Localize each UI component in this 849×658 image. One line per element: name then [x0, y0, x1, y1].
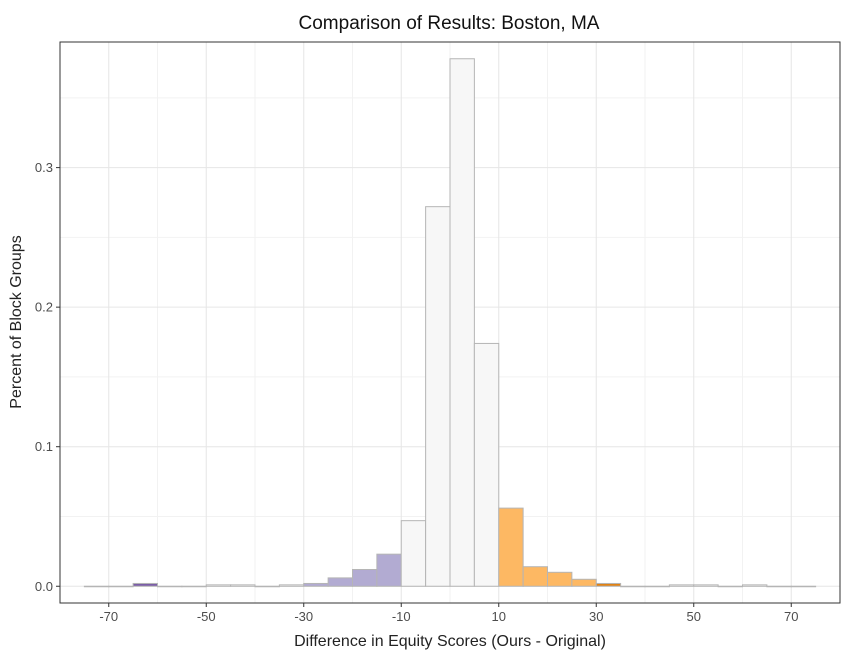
histogram-bar — [547, 571, 573, 587]
x-tick-label: 70 — [784, 609, 798, 624]
y-axis: 0.0 0.1 0.2 0.3 — [35, 160, 60, 594]
histogram-bar — [278, 584, 305, 587]
gridlines — [60, 42, 840, 603]
histogram-bar — [108, 585, 134, 588]
x-tick-label: 30 — [589, 609, 603, 624]
histogram-bar — [157, 585, 183, 588]
y-tick-label: 0.3 — [35, 160, 53, 175]
x-tick-label: 10 — [492, 609, 506, 624]
plot-panel-border — [59, 41, 841, 604]
histogram-bar — [766, 585, 792, 588]
histogram-bar — [571, 578, 597, 587]
x-axis: -70 -50 -30 -10 10 30 50 70 — [99, 603, 798, 624]
histogram-bar — [742, 584, 768, 587]
x-tick-label: -10 — [392, 609, 411, 624]
bars — [83, 58, 817, 588]
x-tick-label: -30 — [294, 609, 313, 624]
y-tick-label: 0.2 — [35, 300, 53, 315]
histogram-bar — [522, 566, 548, 587]
histogram-bar — [790, 585, 817, 588]
x-tick-label: -70 — [99, 609, 118, 624]
histogram-bar — [376, 553, 402, 587]
histogram-bar — [132, 582, 158, 587]
x-tick-label: 50 — [687, 609, 701, 624]
histogram-bar — [717, 585, 743, 588]
histogram-bar — [644, 585, 670, 588]
x-axis-title: Difference in Equity Scores (Ours - Orig… — [294, 633, 606, 650]
histogram-bar — [595, 582, 622, 587]
histogram-bar — [181, 585, 207, 588]
histogram-bar — [254, 585, 280, 588]
chart-title: Comparison of Results: Boston, MA — [299, 13, 600, 34]
histogram-bar — [473, 342, 500, 587]
histogram-bar — [425, 206, 451, 587]
histogram-bar — [83, 585, 110, 588]
histogram-bar — [449, 58, 475, 587]
x-tick-label: -50 — [197, 609, 216, 624]
histogram-bar — [327, 577, 353, 587]
histogram-bar — [620, 585, 646, 588]
histogram-bar — [352, 569, 378, 587]
histogram-bar — [693, 584, 719, 587]
histogram-bar — [400, 520, 427, 587]
histogram-bar — [668, 584, 695, 587]
histogram-bar — [205, 584, 232, 587]
y-tick-label: 0.1 — [35, 439, 53, 454]
y-tick-label: 0.0 — [35, 579, 53, 594]
y-axis-title: Percent of Block Groups — [8, 235, 25, 408]
histogram-bar — [230, 584, 256, 587]
histogram-bar — [303, 582, 329, 587]
histogram-bar — [498, 507, 524, 587]
